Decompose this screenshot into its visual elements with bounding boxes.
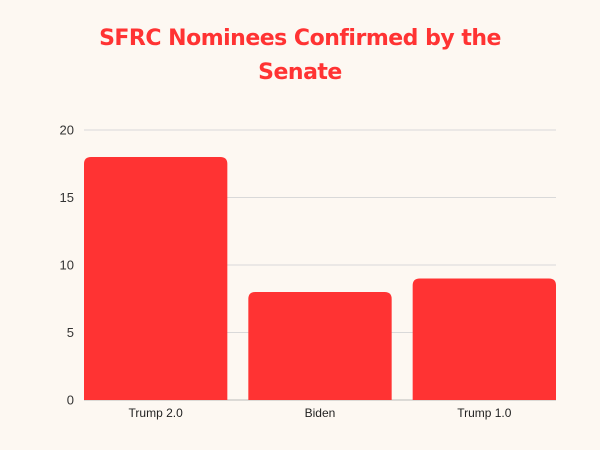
- y-axis-ticks: 0 5 10 15 20: [60, 123, 74, 408]
- x-tick-label: Trump 2.0: [129, 406, 184, 420]
- y-tick-label: 15: [60, 190, 74, 205]
- bars: [84, 157, 556, 400]
- bar-trump-1-0: [412, 278, 556, 400]
- x-tick-label: Trump 1.0: [457, 406, 512, 420]
- x-axis-labels: Trump 2.0 Biden Trump 1.0: [129, 406, 512, 420]
- x-tick-label: Biden: [305, 406, 336, 420]
- chart-title: SFRC Nominees Confirmed by the Senate: [99, 26, 501, 85]
- y-tick-label: 10: [60, 258, 74, 273]
- y-tick-label: 5: [67, 325, 74, 340]
- y-tick-label: 0: [67, 393, 74, 408]
- bar-biden: [248, 292, 392, 400]
- bar-trump-2-0: [84, 157, 228, 400]
- y-tick-label: 20: [60, 123, 74, 138]
